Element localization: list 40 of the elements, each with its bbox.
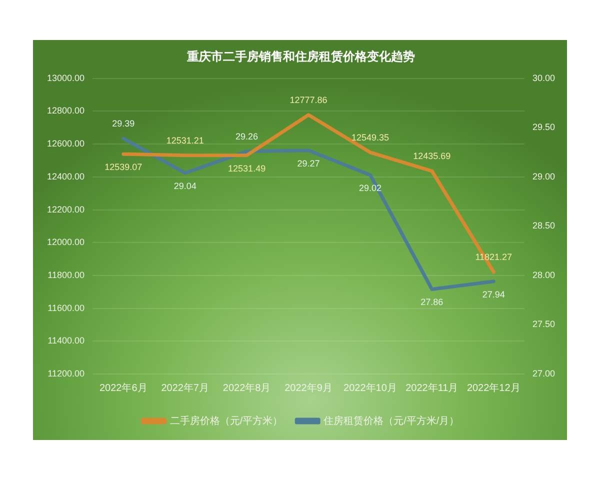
y-tick-label: 11800.00 [48, 270, 85, 280]
chart-title: 重庆市二手房销售和住房租赁价格变化趋势 [186, 50, 415, 64]
x-tick-label: 2022年8月 [222, 382, 271, 394]
x-tick-label: 2022年12月 [466, 382, 520, 394]
y2-tick-label: 30.00 [532, 72, 556, 83]
data-label: 12777.86 [290, 94, 328, 105]
y-tick-label: 11200.00 [48, 368, 85, 378]
y-tick-label: 13000.00 [46, 72, 85, 83]
y-tick-label: 12400.00 [46, 171, 85, 182]
data-label: 27.94 [482, 289, 505, 300]
data-label: 12531.21 [166, 135, 204, 146]
data-label: 12549.35 [351, 132, 389, 142]
y2-tick-label: 28.50 [532, 220, 556, 231]
y-tick-label: 11600.00 [48, 302, 85, 313]
data-label: 29.26 [236, 131, 258, 142]
data-label: 29.02 [358, 182, 382, 193]
y2-tick-label: 27.50 [532, 319, 556, 330]
y-tick-label: 12800.00 [46, 106, 85, 116]
data-label: 29.04 [174, 180, 196, 191]
x-tick-label: 2022年10月 [344, 382, 397, 394]
data-label: 12539.07 [104, 162, 142, 172]
data-label: 29.39 [112, 118, 135, 128]
y-tick-label: 11400.00 [48, 336, 85, 346]
y2-tick-label: 29.50 [532, 122, 556, 132]
x-tick-label: 2022年6月 [99, 382, 148, 394]
y-tick-label: 12600.00 [46, 138, 85, 149]
y-tick-label: 12000.00 [46, 237, 85, 248]
x-tick-label: 2022年7月 [161, 382, 210, 394]
y2-tick-label: 29.00 [532, 171, 556, 182]
data-label: 27.86 [420, 297, 444, 308]
data-label: 29.27 [297, 158, 320, 168]
y-tick-label: 12200.00 [46, 204, 85, 214]
legend-label: 住房租赁价格（元/平方米/月） [324, 414, 460, 427]
data-label: 12531.49 [228, 163, 266, 174]
legend-label: 二手房价格（元/平方米） [170, 414, 283, 427]
y2-tick-label: 28.00 [532, 270, 556, 280]
data-label: 12435.69 [413, 151, 451, 162]
y2-tick-label: 27.00 [532, 368, 556, 378]
x-tick-label: 2022年11月 [406, 382, 458, 394]
x-tick-label: 2022年9月 [284, 382, 332, 394]
